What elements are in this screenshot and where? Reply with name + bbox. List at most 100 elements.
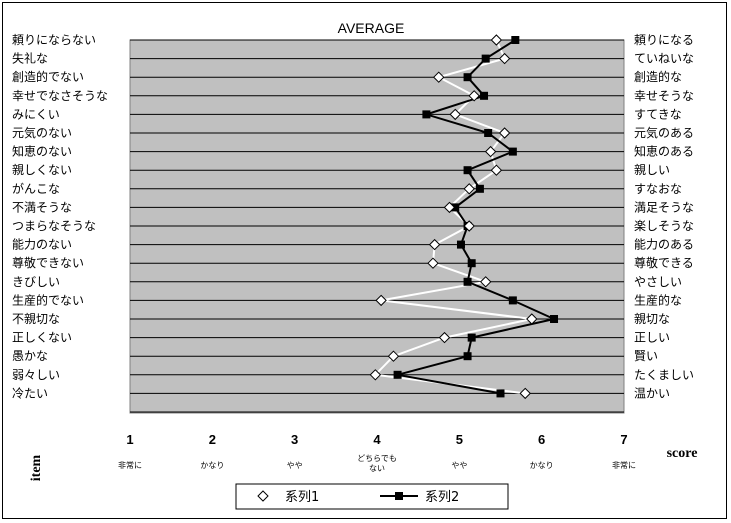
series1-point (433, 71, 445, 83)
x-sub-label: やや (451, 461, 467, 470)
series2-point (451, 203, 460, 212)
left-item-label: がんこな (12, 181, 60, 196)
left-item-label: きびしい (12, 275, 60, 289)
right-item-label: すてきな (634, 107, 682, 121)
series1-point (387, 350, 400, 362)
series1-point (484, 145, 497, 158)
series1-point (498, 127, 511, 139)
x-tick-label: 2 (209, 432, 216, 447)
y-axis-label: item (29, 454, 44, 481)
left-item-label: 不親切な (12, 312, 60, 326)
x-tick-label: 4 (373, 432, 381, 447)
series2-point (484, 129, 493, 137)
series2-point (481, 54, 490, 63)
series1-point (490, 164, 503, 176)
series1-point (438, 331, 451, 344)
right-item-label: 温かい (634, 386, 670, 400)
left-item-label: 知恵のない (12, 145, 72, 159)
right-item-label: すなおな (634, 182, 682, 196)
series1-line (373, 39, 532, 395)
left-item-label: 弱々しい (12, 368, 60, 382)
left-item-label: 元気のない (12, 125, 72, 140)
left-item-label: 幸せでなさそうな (12, 89, 108, 103)
legend-label-series2: 系列2 (425, 490, 459, 505)
left-item-label: 失礼な (12, 51, 48, 66)
left-item-label: 親しくない (12, 163, 72, 177)
right-item-label: 親切な (634, 312, 670, 326)
gridlines (130, 39, 624, 413)
x-tick-label: 3 (291, 432, 298, 447)
left-item-label: 創造的でない (12, 69, 84, 84)
chart-title: AVERAGE (338, 20, 405, 36)
series2-point (463, 352, 472, 361)
right-item-label: 満足そうな (634, 200, 694, 214)
x-sub-label: ない (369, 464, 385, 473)
series2-point (511, 36, 520, 44)
left-labels: 頼りにならない失礼な創造的でない幸せでなさそうなみにくい元気のない知恵のない親し… (12, 33, 108, 400)
series2-point (467, 333, 476, 342)
right-item-label: 生産的な (634, 292, 682, 307)
series2-point (467, 259, 476, 268)
series1-point (526, 313, 538, 325)
x-sub-label: やや (287, 461, 303, 470)
legend-box (235, 483, 509, 510)
series2-point (422, 110, 431, 119)
right-item-label: 幸せそうな (634, 89, 694, 103)
series2-point (463, 166, 472, 175)
right-labels: 頼りになるていねいな創造的な幸せそうなすてきな元気のある知恵のある親しいすなおな… (634, 33, 694, 400)
x-tick-label: 6 (538, 432, 545, 447)
series2-point (463, 277, 472, 286)
series1-point (443, 201, 456, 214)
series1-point (490, 34, 503, 46)
left-item-label: みにくい (12, 107, 60, 121)
right-item-label: ていねいな (634, 52, 694, 66)
right-item-label: たくましい (634, 368, 694, 382)
left-item-label: 生産的でない (12, 292, 84, 307)
left-item-label: 愚かな (12, 349, 48, 363)
series1-point (463, 220, 475, 232)
right-item-label: 正しい (634, 331, 670, 345)
right-item-label: 尊敬できる (634, 255, 694, 270)
x-axis-label: score (667, 446, 698, 461)
legend-diamond-marker (257, 490, 269, 502)
series2-point (475, 184, 484, 193)
left-item-label: つまらなそうな (12, 219, 96, 233)
left-item-label: 能力のない (12, 238, 72, 252)
right-item-label: やさしい (634, 275, 682, 289)
series1-point (468, 90, 480, 102)
x-sub-label: かなり (530, 461, 554, 470)
series1-point (449, 108, 461, 121)
series2-point (508, 296, 517, 305)
left-item-label: 尊敬できない (12, 255, 84, 270)
series2-point (480, 91, 489, 100)
series1-point (375, 294, 387, 307)
left-item-label: 冷たい (12, 386, 48, 400)
right-item-label: 元気のある (634, 125, 694, 140)
x-sub-label: 非常に (118, 460, 142, 470)
series1-point (479, 276, 492, 288)
x-tick-label: 1 (126, 432, 133, 447)
series1-point (498, 52, 511, 65)
right-item-label: 創造的な (634, 69, 682, 84)
series2-point (456, 240, 465, 249)
legend-label-series1: 系列1 (285, 490, 319, 505)
series2-point (496, 389, 505, 398)
x-tick-label: 5 (456, 432, 463, 447)
x-tick-labels: 1 2 3 4 5 6 7 (126, 432, 627, 447)
series2-point (393, 370, 402, 379)
left-item-label: 不満そうな (12, 200, 72, 214)
right-item-label: 親しい (634, 163, 670, 177)
series1-point (463, 183, 475, 195)
right-item-label: 頼りになる (634, 33, 694, 47)
series2-point (508, 147, 517, 156)
series2-point (463, 73, 472, 82)
legend-square-marker (395, 492, 403, 500)
x-tick-label: 7 (620, 432, 627, 447)
series1-point (369, 369, 382, 381)
legend-item-series2: 系列2 (380, 490, 459, 505)
right-item-label: 楽しそうな (634, 219, 694, 233)
left-item-label: 正しくない (12, 331, 72, 345)
x-sub-label: かなり (200, 461, 224, 470)
x-sub-label: どちらでも (357, 454, 397, 463)
